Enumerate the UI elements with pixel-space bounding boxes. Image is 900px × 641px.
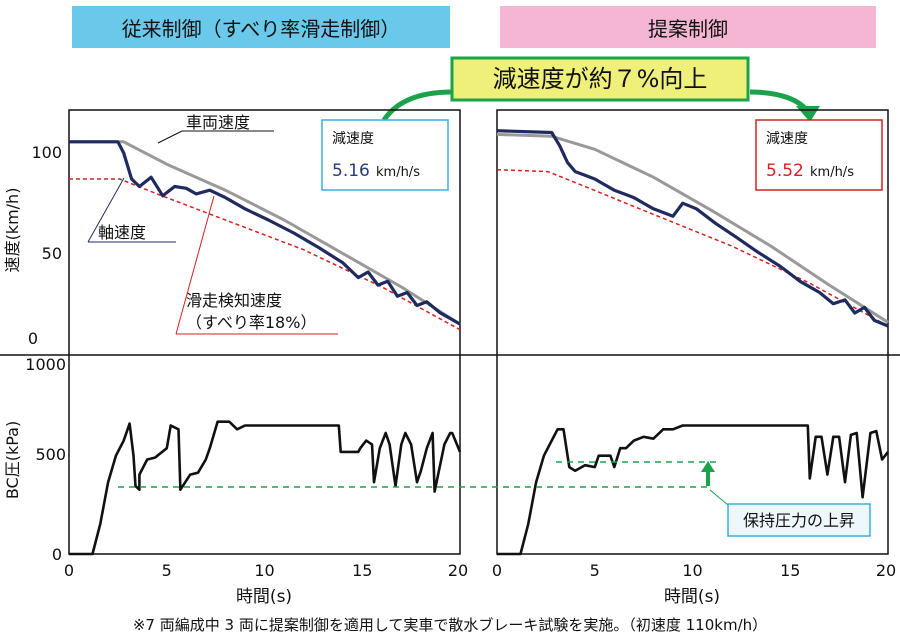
vehicle-speed-leader <box>157 130 183 144</box>
decel-right-unit: km/h/s <box>810 165 854 180</box>
x-axis-label-right: 時間(s) <box>664 587 720 607</box>
pressure-tick-1000: 1000 <box>25 355 66 374</box>
x-tick-right-0: 0 <box>492 561 502 580</box>
footnote: ※7 両編成中 3 両に提案制御を適用して実車で散水ブレーキ試験を実施。（初速度… <box>133 616 767 634</box>
x-tick-left-20: 20 <box>448 561 468 580</box>
decel-left-unit: km/h/s <box>376 165 420 180</box>
slip-detect-leader <box>175 195 215 335</box>
slip-rate-label: （すべり率18%） <box>186 313 316 332</box>
x-tick-left-10: 10 <box>254 561 274 580</box>
decel-box-left <box>321 119 449 191</box>
decel-left-value: 5.16 <box>332 161 370 181</box>
pressure-callout-leader <box>709 489 729 506</box>
improvement-arrow <box>381 89 453 122</box>
decel-right-label: 減速度 <box>766 130 808 147</box>
conventional-speed-slip-detect-speed-line <box>69 178 461 331</box>
conventional-pressure-bc-pressure-line <box>69 420 462 556</box>
vehicle-speed-label: 車両速度 <box>186 113 250 132</box>
header-conventional: 従来制御（すべり率滑走制御） <box>72 6 450 48</box>
decel-right-value: 5.52 <box>766 161 804 181</box>
panel-frame-right <box>496 109 889 555</box>
panel-frame-left <box>68 109 461 555</box>
pressure-tick-500: 500 <box>35 445 66 464</box>
speed-tick-50: 50 <box>42 244 62 263</box>
axle-speed-label: 軸速度 <box>98 223 146 242</box>
pressure-rise-arrowhead <box>701 461 715 472</box>
x-tick-left-0: 0 <box>64 561 74 580</box>
header-proposed: 提案制御 <box>500 6 876 48</box>
speed-tick-100: 100 <box>31 143 62 162</box>
x-tick-left-5: 5 <box>162 561 172 580</box>
banner-text: 減速度が約７%向上 <box>493 65 708 93</box>
speed-tick-0: 0 <box>28 329 38 348</box>
proposed-pressure-bc-pressure-line <box>497 424 890 556</box>
decel-left-label: 減速度 <box>332 130 374 147</box>
proposed-speed-vehicle-speed-line <box>496 132 889 324</box>
speed-axis-label: 速度(km/h) <box>3 188 22 273</box>
axle-speed-leader <box>87 177 125 243</box>
x-tick-left-15: 15 <box>352 561 372 580</box>
proposed-speed-slip-detect-speed-line <box>496 168 889 327</box>
x-tick-right-5: 5 <box>590 561 600 580</box>
conventional-speed-vehicle-speed-line <box>69 140 461 326</box>
proposed-speed-axle-speed-line <box>496 129 889 328</box>
pressure-tick-0: 0 <box>52 545 62 564</box>
conventional-speed-axle-speed-line <box>69 140 461 326</box>
x-tick-right-20: 20 <box>876 561 896 580</box>
banner-box <box>450 56 750 102</box>
header-conventional-label: 従来制御（すべり率滑走制御） <box>121 16 401 41</box>
pressure-callout-box <box>727 503 871 537</box>
slip-detect-label: 滑走検知速度 <box>186 291 282 310</box>
pressure-callout-text: 保持圧力の上昇 <box>743 511 855 530</box>
header-proposed-label: 提案制御 <box>648 16 728 41</box>
x-tick-right-15: 15 <box>780 561 800 580</box>
pressure-axis-label: BC圧(kPa) <box>3 421 22 499</box>
x-axis-label-left: 時間(s) <box>236 587 292 607</box>
decel-box-right <box>755 119 883 191</box>
x-tick-right-10: 10 <box>682 561 702 580</box>
